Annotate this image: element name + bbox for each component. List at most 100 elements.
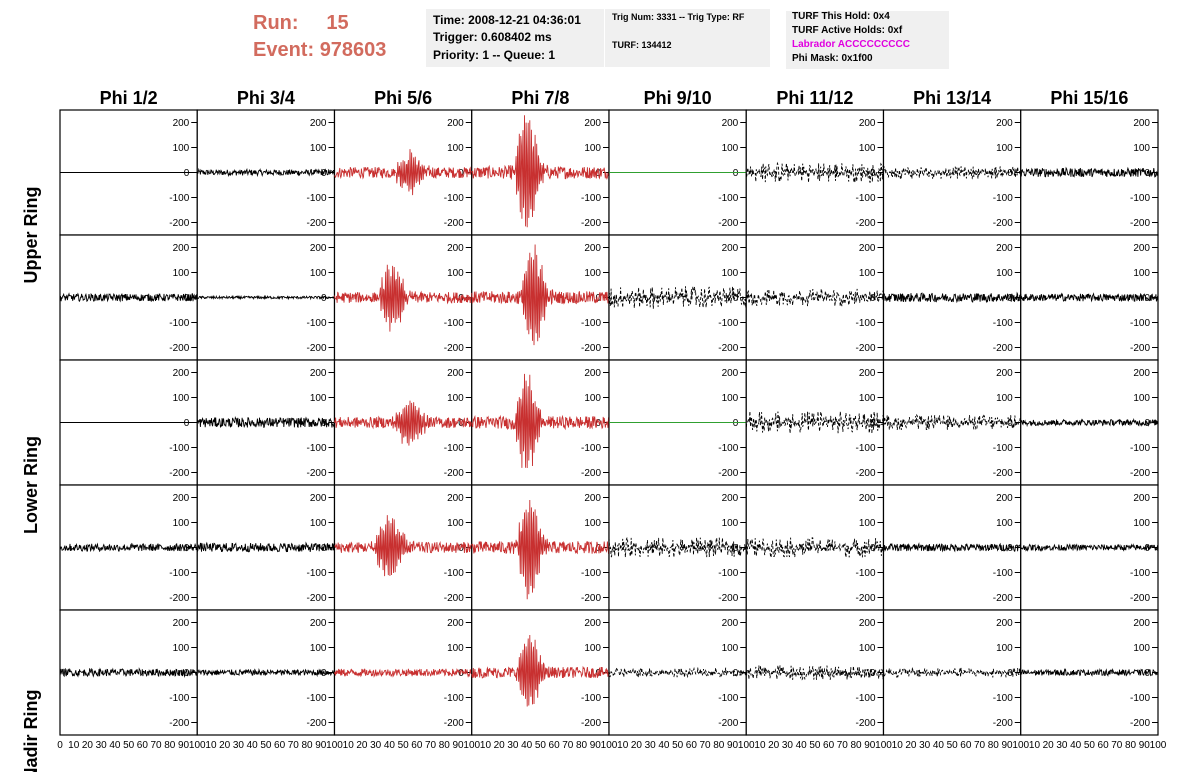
x-tick-label: 100 [1150, 740, 1167, 751]
y-tick-label: 200 [447, 493, 464, 504]
y-tick-label: -200 [1130, 718, 1150, 729]
y-tick-label: 100 [1133, 268, 1150, 279]
y-tick-label: 200 [310, 118, 327, 129]
y-tick-label: 200 [859, 368, 876, 379]
y-tick-label: -200 [1130, 593, 1150, 604]
y-tick-label: -100 [169, 318, 189, 329]
x-tick-label: 60 [549, 740, 561, 751]
x-tick-label: 100 [326, 740, 343, 751]
x-tick-label: 20 [631, 740, 643, 751]
trig-num-text: Trig Num: 3331 -- Trig Type: RF [612, 12, 745, 22]
y-tick-label: -100 [581, 568, 601, 579]
y-tick-label: -200 [718, 468, 738, 479]
y-tick-label: 0 [184, 168, 190, 179]
y-tick-label: -100 [993, 443, 1013, 454]
waveform-trace [608, 536, 747, 558]
x-tick-label: 50 [398, 740, 410, 751]
x-tick-label: 20 [768, 740, 780, 751]
y-tick-label: 200 [173, 368, 190, 379]
y-tick-label: 100 [1133, 393, 1150, 404]
waveform-trace [196, 167, 335, 178]
x-tick-label: 30 [507, 740, 519, 751]
y-tick-label: 200 [447, 243, 464, 254]
waveform-trace [334, 149, 473, 196]
waveform-trace [196, 541, 335, 553]
y-tick-label: 100 [173, 143, 190, 154]
y-tick-label: -200 [444, 593, 464, 604]
y-tick-label: 200 [859, 493, 876, 504]
y-tick-label: -200 [855, 718, 875, 729]
y-tick-label: -200 [306, 343, 326, 354]
waveform-trace [745, 161, 884, 183]
column-title: Phi 1/2 [100, 88, 158, 108]
y-tick-label: -100 [993, 193, 1013, 204]
y-tick-label: -100 [169, 568, 189, 579]
x-tick-label: 10 [343, 740, 355, 751]
phi-mask-text: Phi Mask: 0x1f00 [792, 53, 873, 64]
y-tick-label: -100 [855, 443, 875, 454]
y-tick-label: 0 [733, 668, 739, 679]
y-tick-label: -200 [993, 593, 1013, 604]
x-tick-label: 30 [96, 740, 108, 751]
y-tick-label: -100 [306, 318, 326, 329]
x-tick-label: 100 [738, 740, 755, 751]
y-tick-label: 100 [722, 143, 739, 154]
waveform-trace [471, 373, 610, 469]
x-tick-label: 80 [988, 740, 1000, 751]
labrador-text: Labrador ACCCCCCCCC [792, 39, 910, 50]
x-tick-label: 60 [686, 740, 698, 751]
x-tick-label: 60 [1098, 740, 1110, 751]
y-tick-label: 100 [584, 393, 601, 404]
x-tick-label: 60 [411, 740, 423, 751]
x-tick-label: 10 [68, 740, 80, 751]
x-tick-label: 80 [1125, 740, 1137, 751]
x-tick-label: 10 [754, 740, 766, 751]
turf-info-box: TURF This Hold: 0x4 TURF Active Holds: 0… [786, 11, 949, 69]
y-tick-label: -100 [444, 318, 464, 329]
y-tick-label: 100 [584, 143, 601, 154]
y-tick-label: 0 [870, 418, 876, 429]
x-tick-label: 20 [1043, 740, 1055, 751]
y-tick-label: 100 [447, 518, 464, 529]
y-tick-label: -100 [581, 443, 601, 454]
y-tick-label: -200 [306, 468, 326, 479]
y-tick-label: -100 [444, 693, 464, 704]
waveform-trace [883, 542, 1022, 553]
y-tick-label: -200 [169, 343, 189, 354]
column-title: Phi 3/4 [237, 88, 295, 108]
x-tick-label: 80 [164, 740, 176, 751]
x-tick-label: 10 [617, 740, 629, 751]
y-tick-label: 200 [722, 493, 739, 504]
y-tick-label: 0 [733, 293, 739, 304]
waveform-trace [334, 515, 473, 577]
x-tick-label: 100 [463, 740, 480, 751]
turf-text: TURF: 134412 [612, 40, 672, 50]
y-tick-label: -200 [581, 343, 601, 354]
y-tick-label: -100 [306, 443, 326, 454]
y-tick-label: -200 [169, 593, 189, 604]
waveform-trace [334, 264, 473, 332]
y-tick-label: 200 [1133, 368, 1150, 379]
y-tick-label: -200 [993, 343, 1013, 354]
y-tick-label: 100 [859, 643, 876, 654]
y-tick-label: 200 [722, 368, 739, 379]
y-tick-label: 100 [447, 393, 464, 404]
x-tick-label: 50 [672, 740, 684, 751]
waveform-trace [59, 542, 198, 553]
x-tick-label: 20 [494, 740, 506, 751]
row-title: Nadir Ring [21, 689, 41, 772]
y-tick-label: -200 [444, 718, 464, 729]
y-tick-label: 200 [859, 243, 876, 254]
y-tick-label: -200 [581, 718, 601, 729]
waveform-trace [59, 667, 198, 678]
y-tick-label: 100 [310, 518, 327, 529]
y-tick-label: 100 [1133, 518, 1150, 529]
y-tick-label: -100 [1130, 193, 1150, 204]
y-tick-label: 100 [1133, 143, 1150, 154]
y-tick-label: -200 [306, 218, 326, 229]
x-tick-label: 10 [1029, 740, 1041, 751]
y-tick-label: 0 [321, 668, 327, 679]
waveform-trace [745, 537, 884, 560]
y-tick-label: -200 [718, 218, 738, 229]
y-tick-label: 0 [870, 293, 876, 304]
